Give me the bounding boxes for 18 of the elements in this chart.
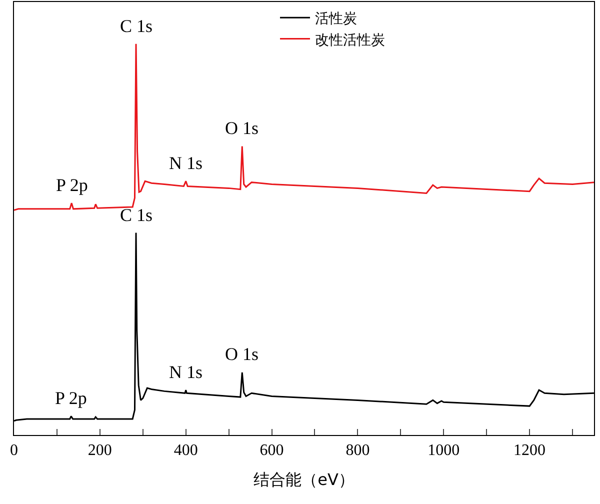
annotation: O 1s [225,118,259,138]
x-axis-title: 结合能（eV） [254,470,354,489]
legend-label: 活性炭 [315,11,357,28]
x-tick-label: 800 [346,442,370,460]
x-tick-label: 400 [174,442,198,460]
x-tick-label: 1200 [514,442,546,460]
legend-label: 改性活性炭 [315,32,385,48]
x-tick-label: 1000 [428,442,460,460]
x-tick-label: 0 [10,442,18,460]
annotation: N 1s [169,362,203,382]
annotation: N 1s [169,153,203,173]
annotation: O 1s [225,344,259,364]
x-tick-label: 200 [88,442,112,460]
annotation: P 2p [55,388,87,408]
annotation: C 1s [120,205,153,225]
annotation: P 2p [56,175,88,195]
x-tick-label: 600 [260,442,284,460]
annotation: C 1s [120,16,153,36]
